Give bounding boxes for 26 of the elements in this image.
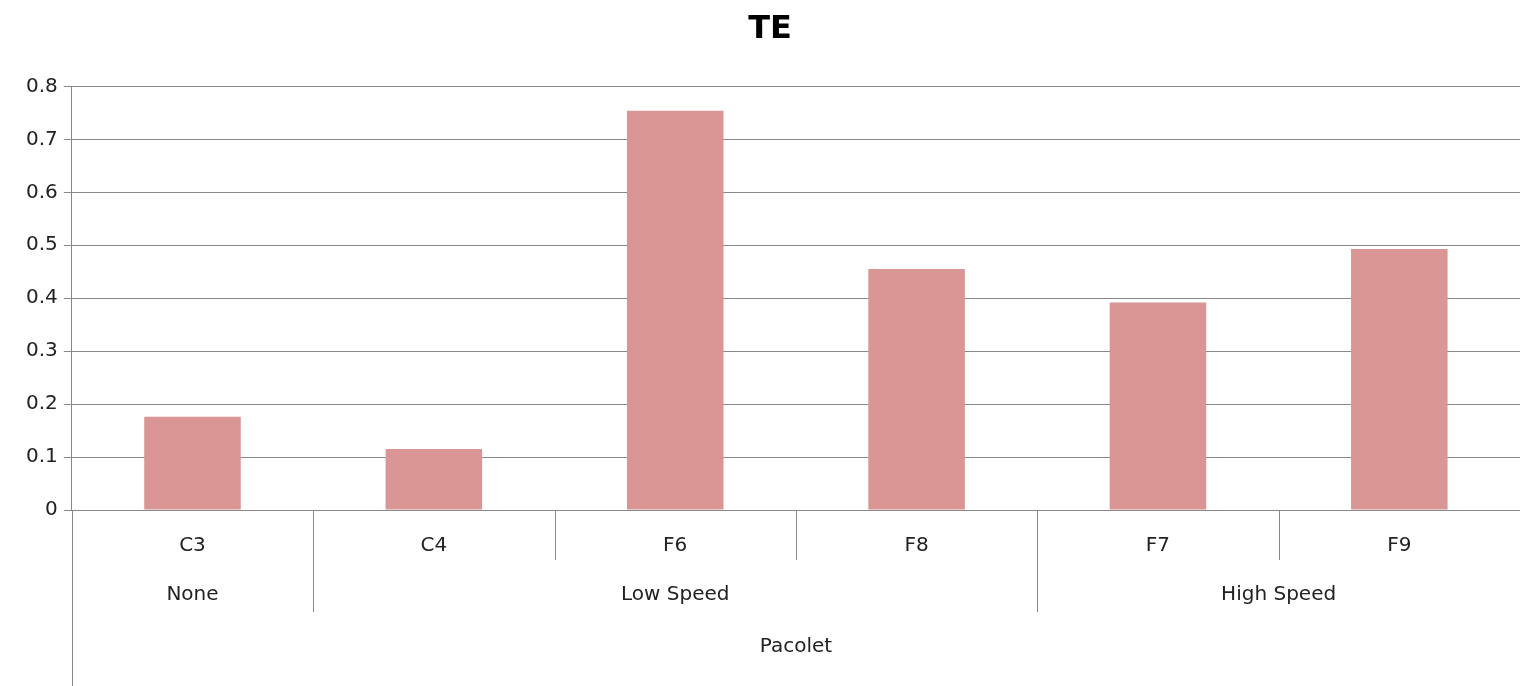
x-tick-label: C3 bbox=[179, 532, 206, 557]
y-tick-label: 0.3 bbox=[25, 337, 58, 362]
x-tick-label: C4 bbox=[420, 532, 448, 557]
bar bbox=[1109, 302, 1207, 510]
text: High Speed bbox=[1221, 581, 1337, 606]
x-tick-label: F7 bbox=[1145, 532, 1171, 557]
x-tick-label: F8 bbox=[904, 532, 929, 557]
bar bbox=[385, 449, 483, 510]
y-tick-label: 0.1 bbox=[25, 443, 58, 468]
chart-title: TE bbox=[748, 7, 792, 46]
y-tick-label: 0.4 bbox=[25, 284, 58, 309]
text: Pacolet bbox=[759, 633, 833, 658]
text: Low Speed bbox=[621, 581, 730, 606]
y-tick-label: 0.7 bbox=[25, 125, 58, 150]
bar bbox=[1351, 248, 1448, 510]
y-tick-label: 0.8 bbox=[25, 72, 58, 97]
bar bbox=[144, 416, 241, 510]
y-tick-label: 0.5 bbox=[25, 231, 58, 256]
x-tick-label: F9 bbox=[1387, 532, 1412, 557]
y-tick-label: 0 bbox=[45, 496, 58, 521]
bar bbox=[868, 269, 965, 510]
x-tick-label: F6 bbox=[663, 532, 688, 557]
y-tick-label: 0.6 bbox=[25, 178, 58, 203]
y-tick-label: 0.2 bbox=[25, 390, 58, 415]
text: None bbox=[166, 581, 219, 606]
bar bbox=[626, 110, 724, 510]
